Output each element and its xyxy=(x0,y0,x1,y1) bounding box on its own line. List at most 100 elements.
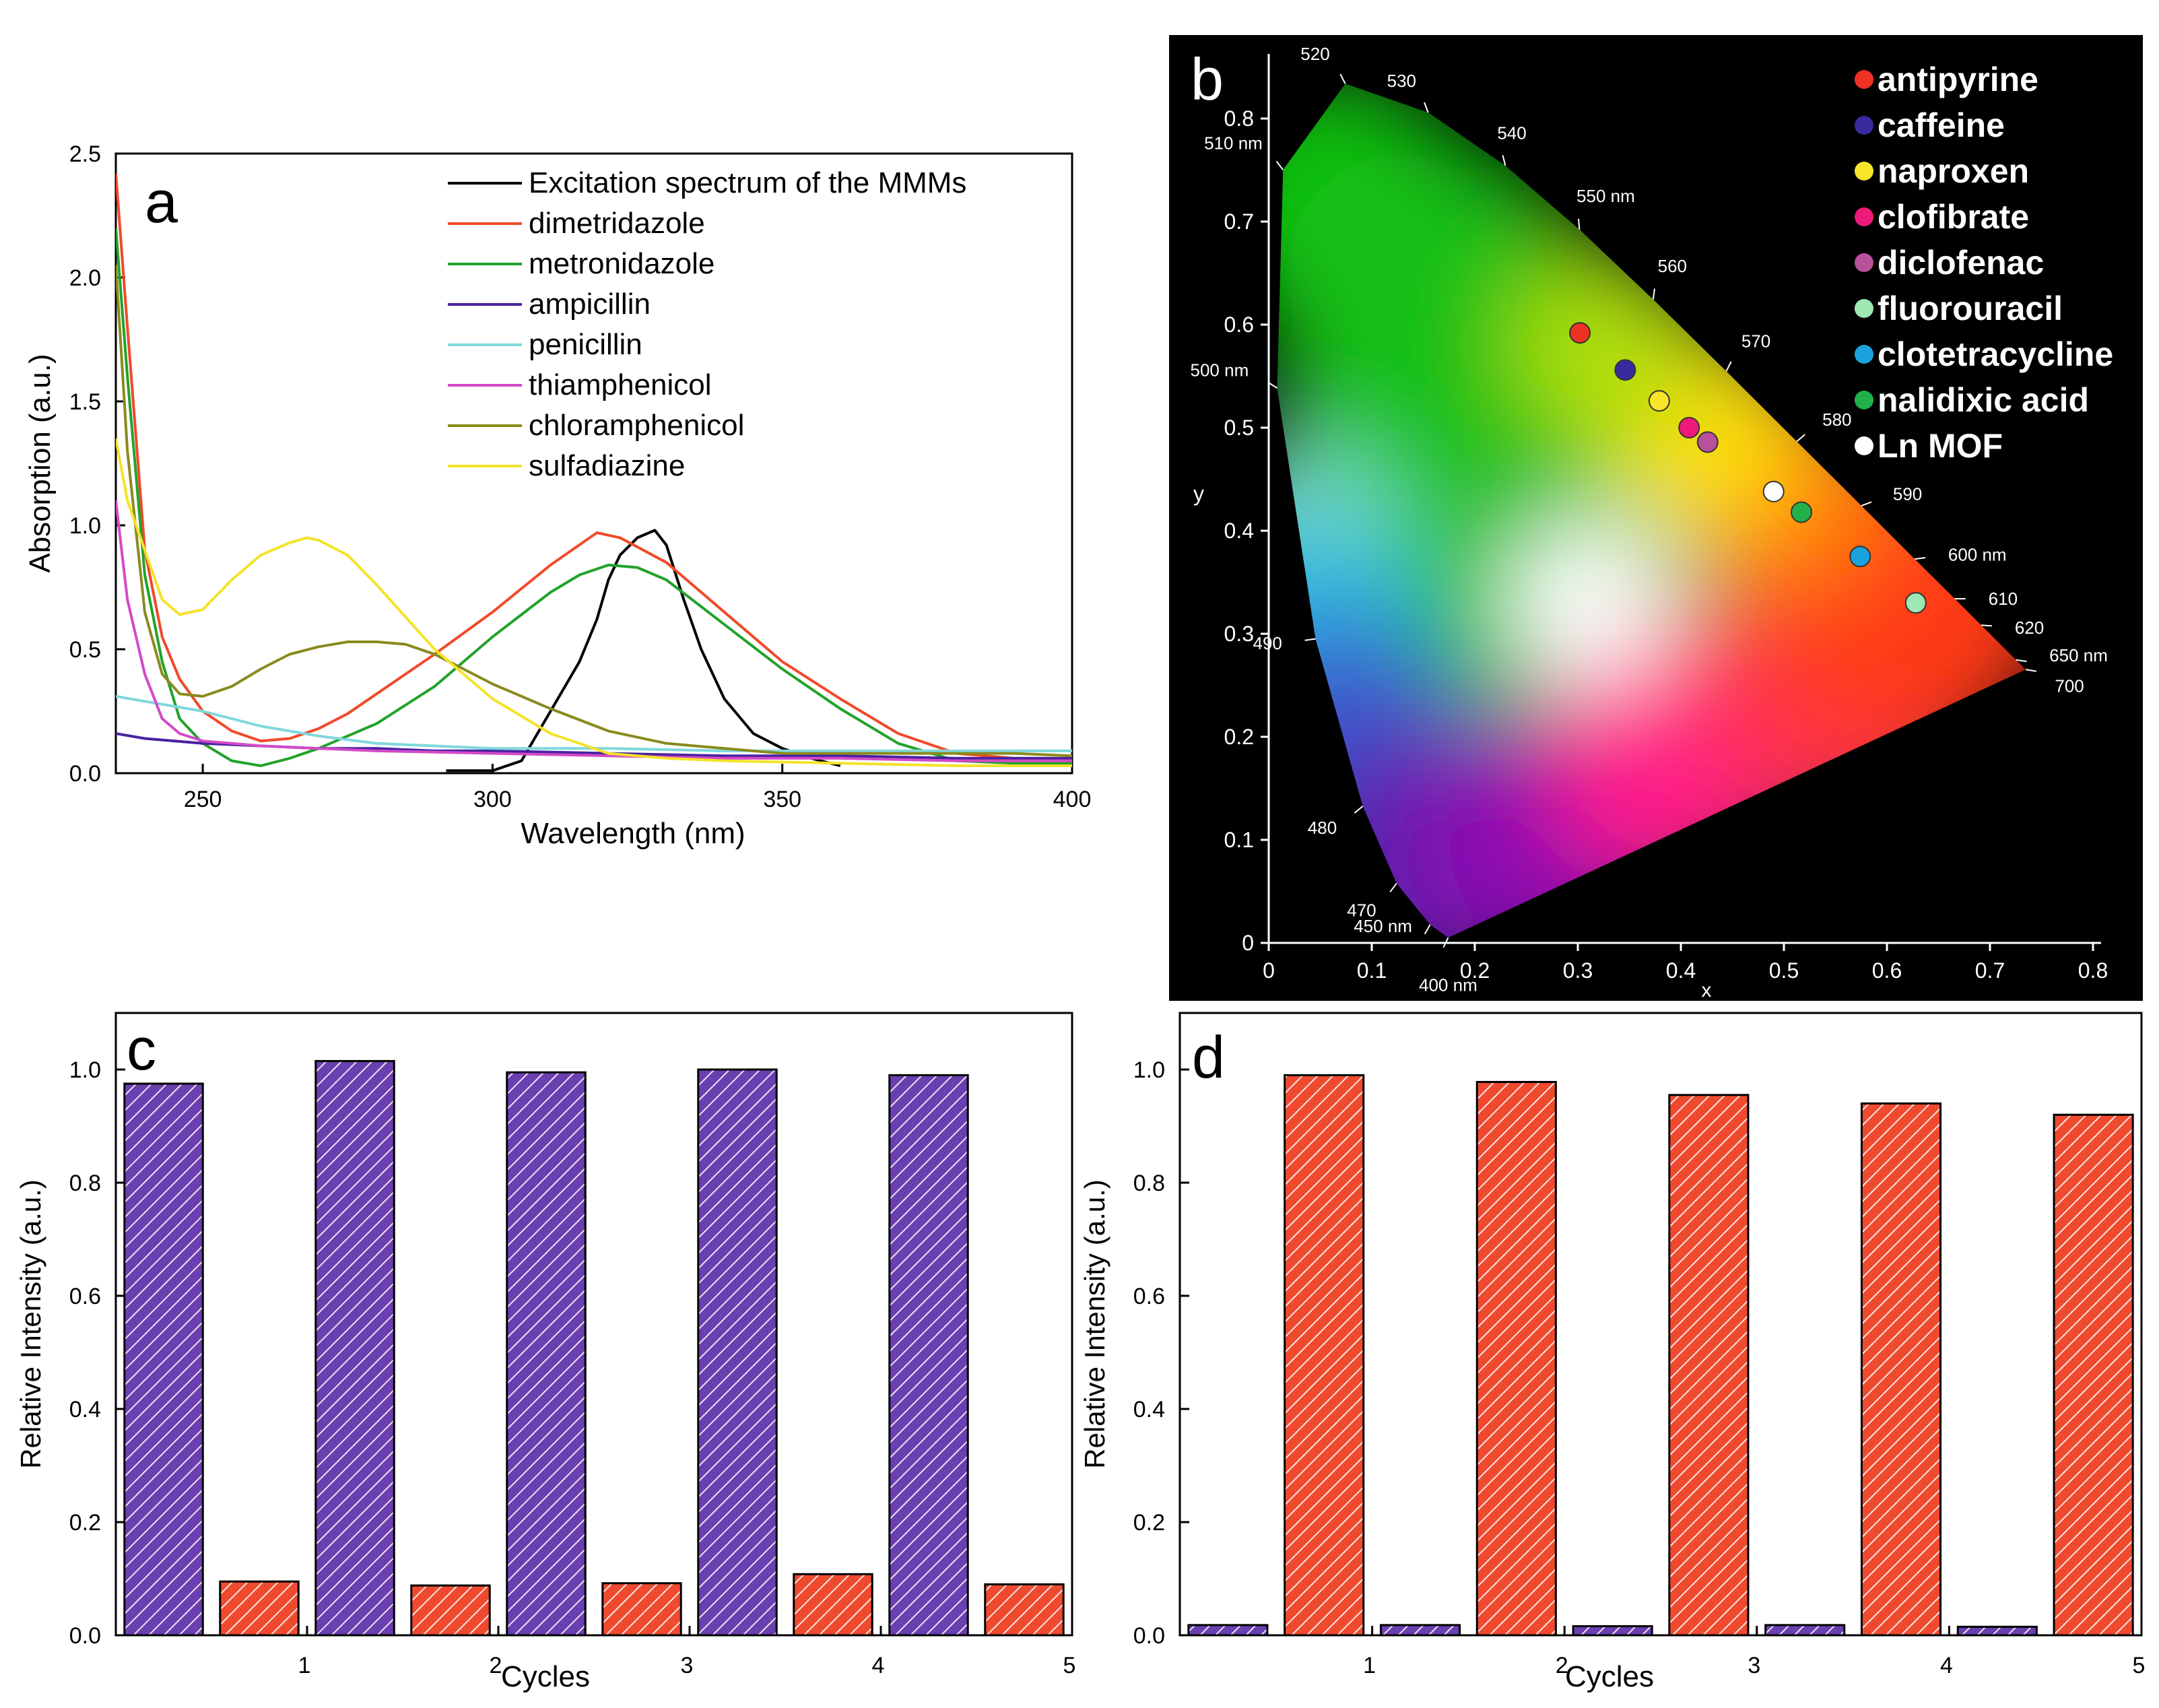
legend-marker xyxy=(1855,207,1873,226)
bar-off-cycle-3 xyxy=(1572,1625,1653,1637)
locus-tick xyxy=(1725,361,1732,372)
y-tick-label: 0.8 xyxy=(1224,106,1254,131)
y-tick-label: 0.4 xyxy=(1224,519,1254,543)
x-tick-label: 0.4 xyxy=(1666,958,1696,983)
locus-tick xyxy=(1275,160,1284,170)
locus-tick xyxy=(1861,501,1872,506)
bar-off-cycle-3 xyxy=(601,1582,682,1637)
locus-wavelength-label: 470 xyxy=(1347,900,1376,920)
x-tick-label: 300 xyxy=(473,787,512,812)
x-tick-label: 2 xyxy=(490,1653,502,1678)
data-point-naproxen xyxy=(1648,390,1670,412)
legend-entry-label: ampicillin xyxy=(529,288,651,321)
x-tick-label: 5 xyxy=(1063,1653,1076,1678)
panel-d-ylabel: Relative Intensity (a.u.) xyxy=(1079,1179,1110,1469)
x-tick-label: 3 xyxy=(681,1653,694,1678)
y-tick-label: 0.2 xyxy=(1133,1510,1165,1536)
data-point-clofibrate xyxy=(1678,417,1700,438)
panel-a-ylabel: Absorption (a.u.) xyxy=(24,354,57,572)
data-point-ln-mof xyxy=(1762,480,1785,502)
legend-entry-label: thiamphenicol xyxy=(529,368,712,401)
bar-on-cycle-5 xyxy=(2053,1113,2134,1637)
locus-wavelength-label: 530 xyxy=(1387,71,1416,91)
series-line-penicillin xyxy=(116,694,1072,752)
legend-entry-label: caffeine xyxy=(1878,106,2005,144)
legend-entry-label: fluorouracil xyxy=(1878,290,2063,327)
x-tick-label: 0.8 xyxy=(2078,958,2108,983)
data-point-fluorouracil xyxy=(1904,592,1927,614)
y-tick-label: 0.5 xyxy=(69,637,101,663)
panel-c-bar-chart: 0.0 0.2 0.4 0.6 0.8 1.0 1 2 3 4 5 c Cycles Relativ… xyxy=(15,1012,1076,1693)
panel-c-label: c xyxy=(127,1016,156,1082)
legend-marker xyxy=(1855,116,1873,135)
legend-marker xyxy=(1855,391,1873,409)
series-line-thiamphenicol xyxy=(116,500,1072,762)
x-tick-label: 0.7 xyxy=(1975,958,2005,983)
locus-tick xyxy=(1354,806,1364,814)
locus-wavelength-label: 490 xyxy=(1253,633,1282,653)
y-tick-label: 1.0 xyxy=(1133,1057,1165,1083)
legend-entry-label: naproxen xyxy=(1878,152,2029,190)
legend-entry-label: Excitation spectrum of the MMMs xyxy=(529,166,966,199)
bar-off-cycle-1 xyxy=(219,1580,300,1637)
locus-wavelength-label: 600 nm xyxy=(1948,544,2007,564)
legend-marker xyxy=(1855,345,1873,364)
y-tick-label: 0.8 xyxy=(1133,1171,1165,1196)
legend-entry-label: chloramphenicol xyxy=(529,409,744,442)
gamut-color-blob xyxy=(1507,522,1669,684)
panel-b-ylabel: y xyxy=(1193,482,1204,506)
y-tick-label: 1.0 xyxy=(69,513,101,539)
locus-wavelength-label: 500 nm xyxy=(1191,360,1249,381)
series-line-chloramphenicol xyxy=(116,265,1072,758)
locus-wavelength-label: 550 nm xyxy=(1576,186,1635,206)
locus-wavelength-label: 620 xyxy=(2015,618,2044,638)
bar-off-cycle-4 xyxy=(793,1573,873,1637)
x-tick-label: 250 xyxy=(184,787,222,812)
y-tick-label: 0.0 xyxy=(69,761,101,787)
bar-on-cycle-2 xyxy=(1475,1080,1557,1637)
locus-tick xyxy=(1267,381,1278,389)
bar-off-cycle-2 xyxy=(410,1584,491,1637)
data-point-nalidixic-acid xyxy=(1791,501,1813,523)
panel-a-plot-frame xyxy=(114,152,1073,775)
locus-wavelength-label: 510 nm xyxy=(1204,133,1263,154)
data-point-caffeine xyxy=(1614,359,1636,381)
panel-c-ylabel: Relative Intensity (a.u.) xyxy=(15,1179,46,1469)
panel-b-cie-chart: 0 0.1 0.2 0.3 0.4 0.5 0.6 0.7 0.8 0 0.1 0.2 0.3 0.4 0.… xyxy=(1169,35,2143,1001)
y-tick-label: 0.4 xyxy=(69,1397,101,1422)
legend-entry-label: penicillin xyxy=(529,328,642,361)
locus-wavelength-label: 570 xyxy=(1741,331,1770,352)
y-tick-label: 0.5 xyxy=(1224,416,1254,440)
x-tick-label: 1 xyxy=(1363,1653,1376,1678)
locus-wavelength-label: 540 xyxy=(1497,123,1526,143)
y-tick-label: 0.0 xyxy=(69,1623,101,1649)
locus-wavelength-label: 650 nm xyxy=(2049,645,2108,665)
locus-tick xyxy=(1424,924,1431,935)
series-line-sulfadiazine xyxy=(116,438,1072,767)
bar-off-cycle-1 xyxy=(1187,1624,1269,1637)
locus-tick xyxy=(1915,556,1926,560)
locus-tick xyxy=(2025,669,2037,672)
locus-wavelength-label: 400 nm xyxy=(1419,975,1477,995)
panel-d-bar-chart: 0.0 0.2 0.4 0.6 0.8 1.0 1 2 3 4 5 d Cycles Relativ… xyxy=(1079,1012,2145,1693)
locus-wavelength-label: 520 xyxy=(1300,44,1329,64)
panel-a-xlabel: Wavelength (nm) xyxy=(521,817,745,850)
x-tick-label: 350 xyxy=(763,787,801,812)
x-tick-label: 0.6 xyxy=(1872,958,1902,983)
y-tick-label: 0.0 xyxy=(1133,1623,1165,1649)
y-tick-label: 0.8 xyxy=(69,1171,101,1196)
locus-tick xyxy=(1389,882,1397,892)
legend-marker xyxy=(1855,162,1873,180)
locus-tick xyxy=(1796,434,1805,442)
series-line-excitation-spectrum-of-the-mmms xyxy=(446,529,841,773)
locus-tick xyxy=(1981,624,1993,627)
x-tick-label: 0.3 xyxy=(1563,958,1593,983)
y-tick-label: 2.0 xyxy=(69,265,101,291)
bar-off-cycle-5 xyxy=(1956,1625,2038,1637)
bar-off-cycle-4 xyxy=(1764,1624,1846,1637)
bar-on-cycle-4 xyxy=(1860,1102,1942,1637)
x-tick-label: 0 xyxy=(1263,958,1275,983)
locus-tick xyxy=(1424,102,1429,113)
panel-a-label: a xyxy=(145,168,178,235)
y-tick-label: 0.6 xyxy=(69,1284,101,1309)
